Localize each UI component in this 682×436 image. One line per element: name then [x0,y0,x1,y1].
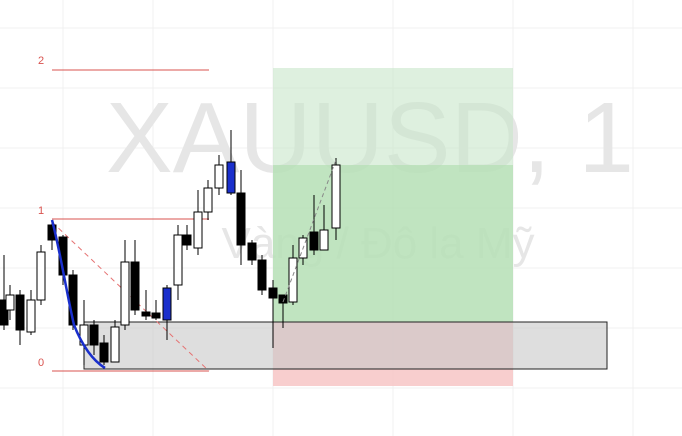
candle-body [268,287,278,299]
candle-body [151,312,161,319]
candle-body [236,192,246,246]
profit-zone [273,165,513,322]
candle-body [278,294,288,304]
candle-body [141,311,151,317]
fib-label: 0 [38,357,44,369]
candle-body [257,259,267,291]
candle-body [0,299,9,326]
candle-body [182,234,192,246]
drawn-curve [50,219,106,370]
candle-body [331,164,341,229]
support-box [83,321,608,370]
candle-body [319,229,329,251]
candle-body [5,294,15,311]
candle-body [309,231,319,251]
candle-body [120,261,130,326]
candle-body [130,261,140,311]
projection-line [282,159,337,303]
candle-body [36,251,46,301]
candle-body [110,326,120,363]
candle-body [214,164,224,189]
fib-label: 2 [38,55,44,67]
target-zone-upper [273,68,513,165]
candle-body [162,287,172,321]
candle-body [203,187,213,213]
candle-body [226,161,236,194]
candle-body [173,234,183,286]
candle-body [247,242,257,261]
candle-body [193,211,203,249]
fib-label: 1 [38,205,44,217]
candle-body [288,257,298,303]
candle-body [99,342,109,363]
candle-body [89,324,99,346]
candle-body [26,299,36,333]
candles [0,130,341,365]
candle-body [15,294,25,331]
